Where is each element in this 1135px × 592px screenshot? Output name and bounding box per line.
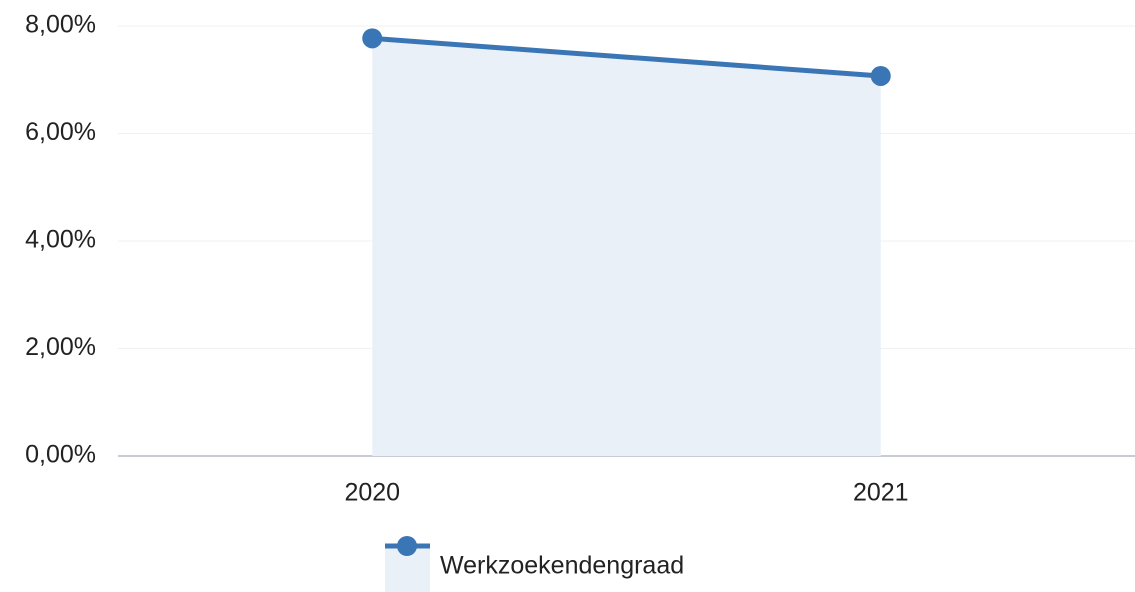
legend-label: Werkzoekendengraad [440,552,684,580]
y-tick-label: 8,00% [25,11,96,39]
area-fill [372,38,881,457]
line [372,35,881,79]
marker [870,65,891,86]
y-tick-label: 2,00% [25,333,96,361]
y-tick-label: 0,00% [25,441,96,469]
marker [362,28,383,49]
y-tick-label: 4,00% [25,226,96,254]
legend-marker [397,536,417,556]
x-tick-label: 2020 [344,479,400,507]
x-tick-label: 2021 [853,479,909,507]
y-tick-label: 6,00% [25,118,96,146]
